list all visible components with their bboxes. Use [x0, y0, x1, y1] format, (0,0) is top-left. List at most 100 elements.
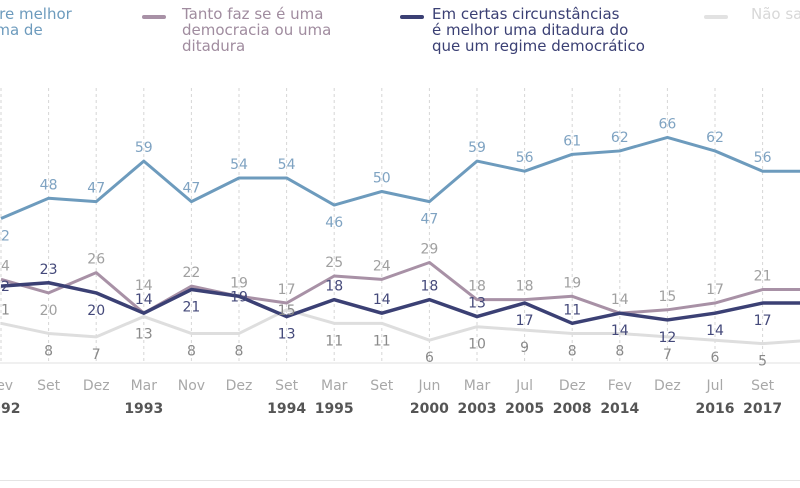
data-label: 18 [325, 279, 343, 295]
legend-label-line: Em certas circunstâncias [432, 5, 620, 23]
data-label: 6 [425, 350, 434, 366]
data-label: 20 [87, 303, 105, 319]
series-line [0, 308, 800, 346]
data-label: 62 [706, 130, 724, 146]
series-line [0, 260, 800, 315]
data-label: 8 [568, 343, 577, 359]
x-tick-month: Dez [654, 378, 681, 394]
data-label: 24 [373, 258, 391, 274]
x-tick-month: Set [751, 378, 775, 394]
data-label: 62 [611, 130, 629, 146]
series-line [0, 281, 800, 326]
data-label: 14 [135, 292, 153, 308]
x-tick-year: 2016 [696, 401, 735, 417]
data-label: 17 [754, 313, 772, 329]
legend-label-line: Tanto faz se é uma [182, 5, 324, 23]
data-label: 15 [278, 303, 296, 319]
data-label: 11 [563, 302, 581, 318]
data-label: 56 [516, 150, 534, 166]
x-tick-month: Dez [83, 378, 110, 394]
data-label: 15 [658, 289, 676, 305]
bottom-divider [0, 480, 800, 481]
data-label: 59 [468, 140, 486, 156]
x-tick-month: Jun [417, 378, 440, 394]
data-label: 42 [0, 229, 10, 245]
data-label: 6 [711, 350, 720, 366]
legend-label-line: Não sa [751, 5, 800, 23]
x-tick-year: 2000 [410, 401, 449, 417]
x-tick-month: Set [370, 378, 394, 394]
data-label: 11 [325, 333, 343, 349]
data-label: 54 [230, 157, 248, 173]
data-label: 8 [44, 343, 53, 359]
series-line [0, 135, 800, 220]
data-label: 14 [706, 323, 724, 339]
data-label: 56 [754, 150, 772, 166]
legend-swatch [704, 15, 728, 19]
data-label: 7 [663, 347, 672, 363]
data-label: 14 [611, 292, 629, 308]
legend-label-line: forma de [0, 21, 43, 39]
data-label: 47 [420, 212, 438, 228]
data-label: 10 [468, 337, 486, 353]
data-label: 22 [182, 265, 200, 281]
data-label: 7 [92, 347, 101, 363]
data-label: 12 [658, 330, 676, 346]
data-label: 50 [373, 171, 391, 187]
data-label: 11 [373, 333, 391, 349]
data-label: 54 [278, 157, 296, 173]
data-label: 8 [187, 343, 196, 359]
x-tick-month: Fev [608, 378, 632, 394]
data-label: 47 [182, 181, 200, 197]
data-label: 20 [40, 303, 58, 319]
data-label: 13 [135, 327, 153, 343]
x-tick-year: 1995 [315, 401, 354, 417]
data-label: 48 [40, 177, 58, 193]
data-label: 21 [182, 300, 200, 316]
data-label: 8 [615, 343, 624, 359]
data-label: 19 [563, 275, 581, 291]
data-label: 8 [235, 343, 244, 359]
x-tick-year: 2014 [600, 401, 639, 417]
x-tick-year: 2003 [458, 401, 497, 417]
data-label: 59 [135, 140, 153, 156]
x-tick-month: Mar [131, 378, 158, 394]
data-label: 13 [468, 296, 486, 312]
data-label: 26 [87, 252, 105, 268]
data-label: 17 [706, 282, 724, 298]
data-label: 13 [278, 327, 296, 343]
data-label: 5 [758, 354, 767, 370]
data-label: 18 [516, 279, 534, 295]
legend-swatch [400, 15, 424, 19]
x-tick-month: Nov [178, 378, 205, 394]
x-tick-year: 1992 [0, 401, 20, 417]
x-tick-month: Dez [226, 378, 253, 394]
legend-label-line: ditadura [182, 37, 246, 55]
legend-swatch [142, 15, 166, 19]
x-tick-month: Mar [321, 378, 348, 394]
data-label: 22 [0, 279, 10, 295]
data-label: 23 [40, 262, 58, 278]
legend-label-line: que um regime democrático [432, 37, 645, 55]
data-label: 18 [468, 279, 486, 295]
legend-label-line: é melhor uma ditadura do [432, 21, 629, 39]
data-label: 46 [325, 215, 343, 231]
data-label: 9 [520, 340, 529, 356]
data-label: 19 [230, 289, 248, 305]
data-label: 47 [87, 181, 105, 197]
data-label: 61 [563, 133, 581, 149]
data-label: 17 [516, 313, 534, 329]
legend-label-line: democracia ou uma [182, 21, 332, 39]
x-tick-year: 1994 [267, 401, 306, 417]
data-label: 14 [135, 278, 153, 294]
data-label: 21 [754, 269, 772, 285]
x-tick-month: Set [275, 378, 299, 394]
data-label: 19 [230, 275, 248, 291]
x-tick-year: 2008 [553, 401, 592, 417]
x-tick-month: Dez [559, 378, 586, 394]
x-tick-month: Mar [464, 378, 491, 394]
data-label: 14 [373, 292, 391, 308]
x-tick-month: Set [37, 378, 61, 394]
data-label: 14 [611, 323, 629, 339]
